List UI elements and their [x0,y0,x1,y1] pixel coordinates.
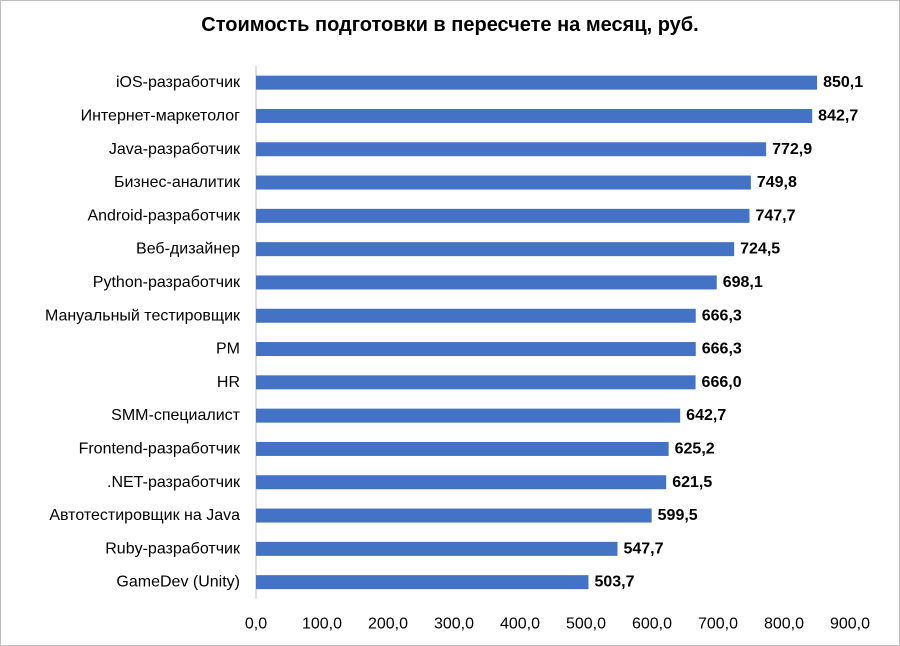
x-tick-label: 800,0 [764,616,804,633]
bar [256,475,667,490]
x-tick-label: 600,0 [632,616,672,633]
data-label: 772,9 [772,141,812,158]
category-label: Бизнес-аналитик [114,174,241,191]
category-label: iOS-разработчик [116,74,241,91]
data-label: 666,3 [702,341,742,358]
category-label: Ruby-разработчик [105,540,241,557]
x-tick-label: 400,0 [500,616,540,633]
category-label: GameDev (Unity) [116,574,240,591]
category-label: Android-разработчик [87,207,241,224]
bar [256,208,750,223]
x-tick-label: 900,0 [830,616,870,633]
bar [256,242,735,257]
data-label: 747,7 [755,207,795,224]
data-label: 850,1 [823,74,863,91]
bar [256,408,681,423]
category-label: Frontend-разработчик [79,440,241,457]
bar [256,541,618,556]
x-tick-label: 300,0 [434,616,474,633]
data-label: 698,1 [723,274,763,291]
bar [256,175,751,190]
x-tick-label: 0,0 [245,616,267,633]
x-tick-label: 100,0 [302,616,342,633]
category-label: Автотестировщик на Java [49,507,240,524]
category-label: Python-разработчик [93,274,241,291]
bar [256,108,813,123]
data-label: 599,5 [658,507,698,524]
data-label: 842,7 [818,107,858,124]
data-label: 503,7 [594,574,634,591]
x-tick-label: 500,0 [566,616,606,633]
bar [256,275,717,290]
category-label: SMM-специалист [111,407,240,424]
bar [256,308,696,323]
category-label: PM [216,341,240,358]
category-label: Java-разработчик [109,141,241,158]
x-tick-label: 700,0 [698,616,738,633]
category-label: Интернет-маркетолог [81,107,241,124]
bar [256,375,696,390]
bar [256,75,818,90]
data-label: 547,7 [623,540,663,557]
category-label: .NET-разработчик [107,474,241,491]
data-label: 642,7 [686,407,726,424]
category-label: Мануальный тестировщик [45,307,241,324]
x-tick-label: 200,0 [368,616,408,633]
data-label: 625,2 [675,440,715,457]
data-label: 749,8 [757,174,797,191]
bar [256,142,767,157]
bar [256,508,652,523]
bar [256,441,669,456]
category-label: HR [217,374,240,391]
data-label: 724,5 [740,241,780,258]
bar [256,342,696,357]
data-label: 666,3 [702,307,742,324]
data-label: 621,5 [672,474,712,491]
data-label: 666,0 [702,374,742,391]
category-label: Веб-дизайнер [136,241,240,258]
bar [256,575,589,590]
chart-title: Стоимость подготовки в пересчете на меся… [201,14,699,36]
